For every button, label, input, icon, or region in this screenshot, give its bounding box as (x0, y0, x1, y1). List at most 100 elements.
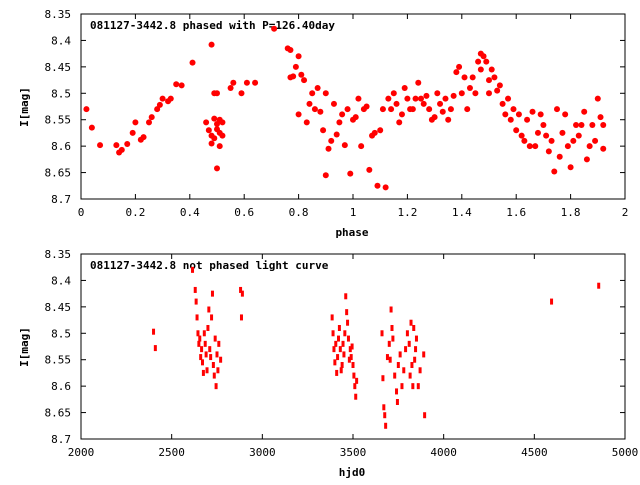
data-point (559, 129, 566, 136)
data-point (513, 127, 520, 134)
data-point (209, 354, 213, 361)
data-point (311, 106, 318, 113)
data-point (298, 71, 305, 78)
data-point (385, 95, 392, 102)
data-point (600, 122, 607, 128)
data-point (532, 143, 539, 150)
data-point (395, 399, 399, 405)
data-point (328, 137, 335, 144)
data-point (453, 69, 460, 76)
x-tick-label: 1.4 (452, 206, 472, 219)
data-point (346, 319, 350, 326)
plot-frame (80, 13, 626, 200)
data-point (409, 319, 413, 326)
data-point (295, 53, 302, 60)
data-point (344, 106, 351, 113)
y-tick-label: 8.5 (51, 327, 71, 340)
data-point (167, 95, 174, 102)
data-point (412, 95, 419, 102)
data-point (414, 346, 418, 353)
data-point (88, 124, 95, 131)
data-point (562, 111, 569, 118)
data-point (243, 79, 250, 86)
data-point (380, 330, 384, 337)
data-point (230, 79, 237, 86)
data-point (589, 122, 596, 128)
data-point (353, 383, 357, 390)
unphased-light-curve-panel: 081127-3442.8 not phased light curve hjd… (18, 248, 638, 479)
data-point (422, 351, 426, 358)
data-point (350, 343, 354, 350)
data-point (387, 340, 391, 347)
data-point (333, 359, 337, 366)
data-point (306, 100, 313, 107)
data-point (204, 351, 208, 358)
data-point (214, 165, 220, 172)
data-point (124, 141, 131, 148)
data-point (309, 90, 316, 97)
data-point (252, 79, 259, 86)
data-point (202, 330, 206, 337)
data-point (371, 129, 378, 136)
data-point (494, 87, 501, 94)
data-point (545, 148, 552, 155)
data-point (469, 74, 476, 81)
phased-light-curve-panel: 081127-3442.8 phased with P=126.40day ph… (18, 8, 628, 239)
data-point (196, 330, 200, 337)
data-point (343, 330, 347, 337)
data-point (413, 356, 417, 363)
data-points (152, 266, 601, 429)
data-point (97, 142, 104, 149)
data-point (355, 95, 362, 102)
data-point (408, 372, 412, 379)
x-tick-label: 1.2 (397, 206, 417, 219)
data-point (200, 359, 204, 366)
y-tick-label: 8.45 (45, 301, 72, 314)
data-point (556, 153, 563, 160)
data-point (551, 168, 558, 175)
data-point (211, 362, 215, 368)
data-point (238, 90, 245, 97)
data-point (543, 132, 550, 139)
chart-title: 081127-3442.8 phased with P=126.40day (90, 19, 335, 32)
y-tick-label: 8.4 (51, 34, 71, 47)
x-tick-label: 1.6 (506, 206, 526, 219)
y-tick-label: 8.65 (45, 167, 72, 180)
data-point (239, 286, 243, 293)
data-point (466, 85, 473, 91)
data-point (564, 143, 571, 150)
data-point (219, 119, 226, 126)
y-tick-label: 8.35 (45, 248, 72, 261)
data-point (384, 422, 388, 429)
data-point (194, 298, 198, 305)
data-point (402, 367, 406, 374)
data-point (346, 335, 350, 342)
x-tick-label: 2000 (68, 446, 95, 459)
data-point (410, 362, 414, 368)
data-point (348, 346, 352, 353)
data-point (597, 114, 604, 121)
data-point (129, 129, 136, 136)
data-point (352, 372, 356, 379)
y-tick-label: 8.35 (45, 8, 72, 21)
data-point (518, 132, 525, 139)
data-point (573, 122, 580, 128)
data-point (529, 108, 536, 115)
y-axis-label: I[mag] (18, 87, 31, 127)
data-point (570, 137, 577, 144)
data-point (333, 131, 340, 138)
data-point (336, 354, 340, 361)
data-point (480, 53, 487, 60)
data-point (317, 108, 324, 115)
data-point (398, 351, 402, 358)
data-point (153, 345, 157, 352)
data-point (339, 111, 346, 118)
data-point (464, 106, 471, 113)
data-point (193, 286, 197, 293)
data-point (385, 354, 389, 361)
data-point (227, 85, 234, 91)
data-points (83, 25, 607, 191)
data-point (330, 100, 337, 107)
x-tick-label: 3000 (249, 446, 276, 459)
data-point (416, 383, 420, 390)
